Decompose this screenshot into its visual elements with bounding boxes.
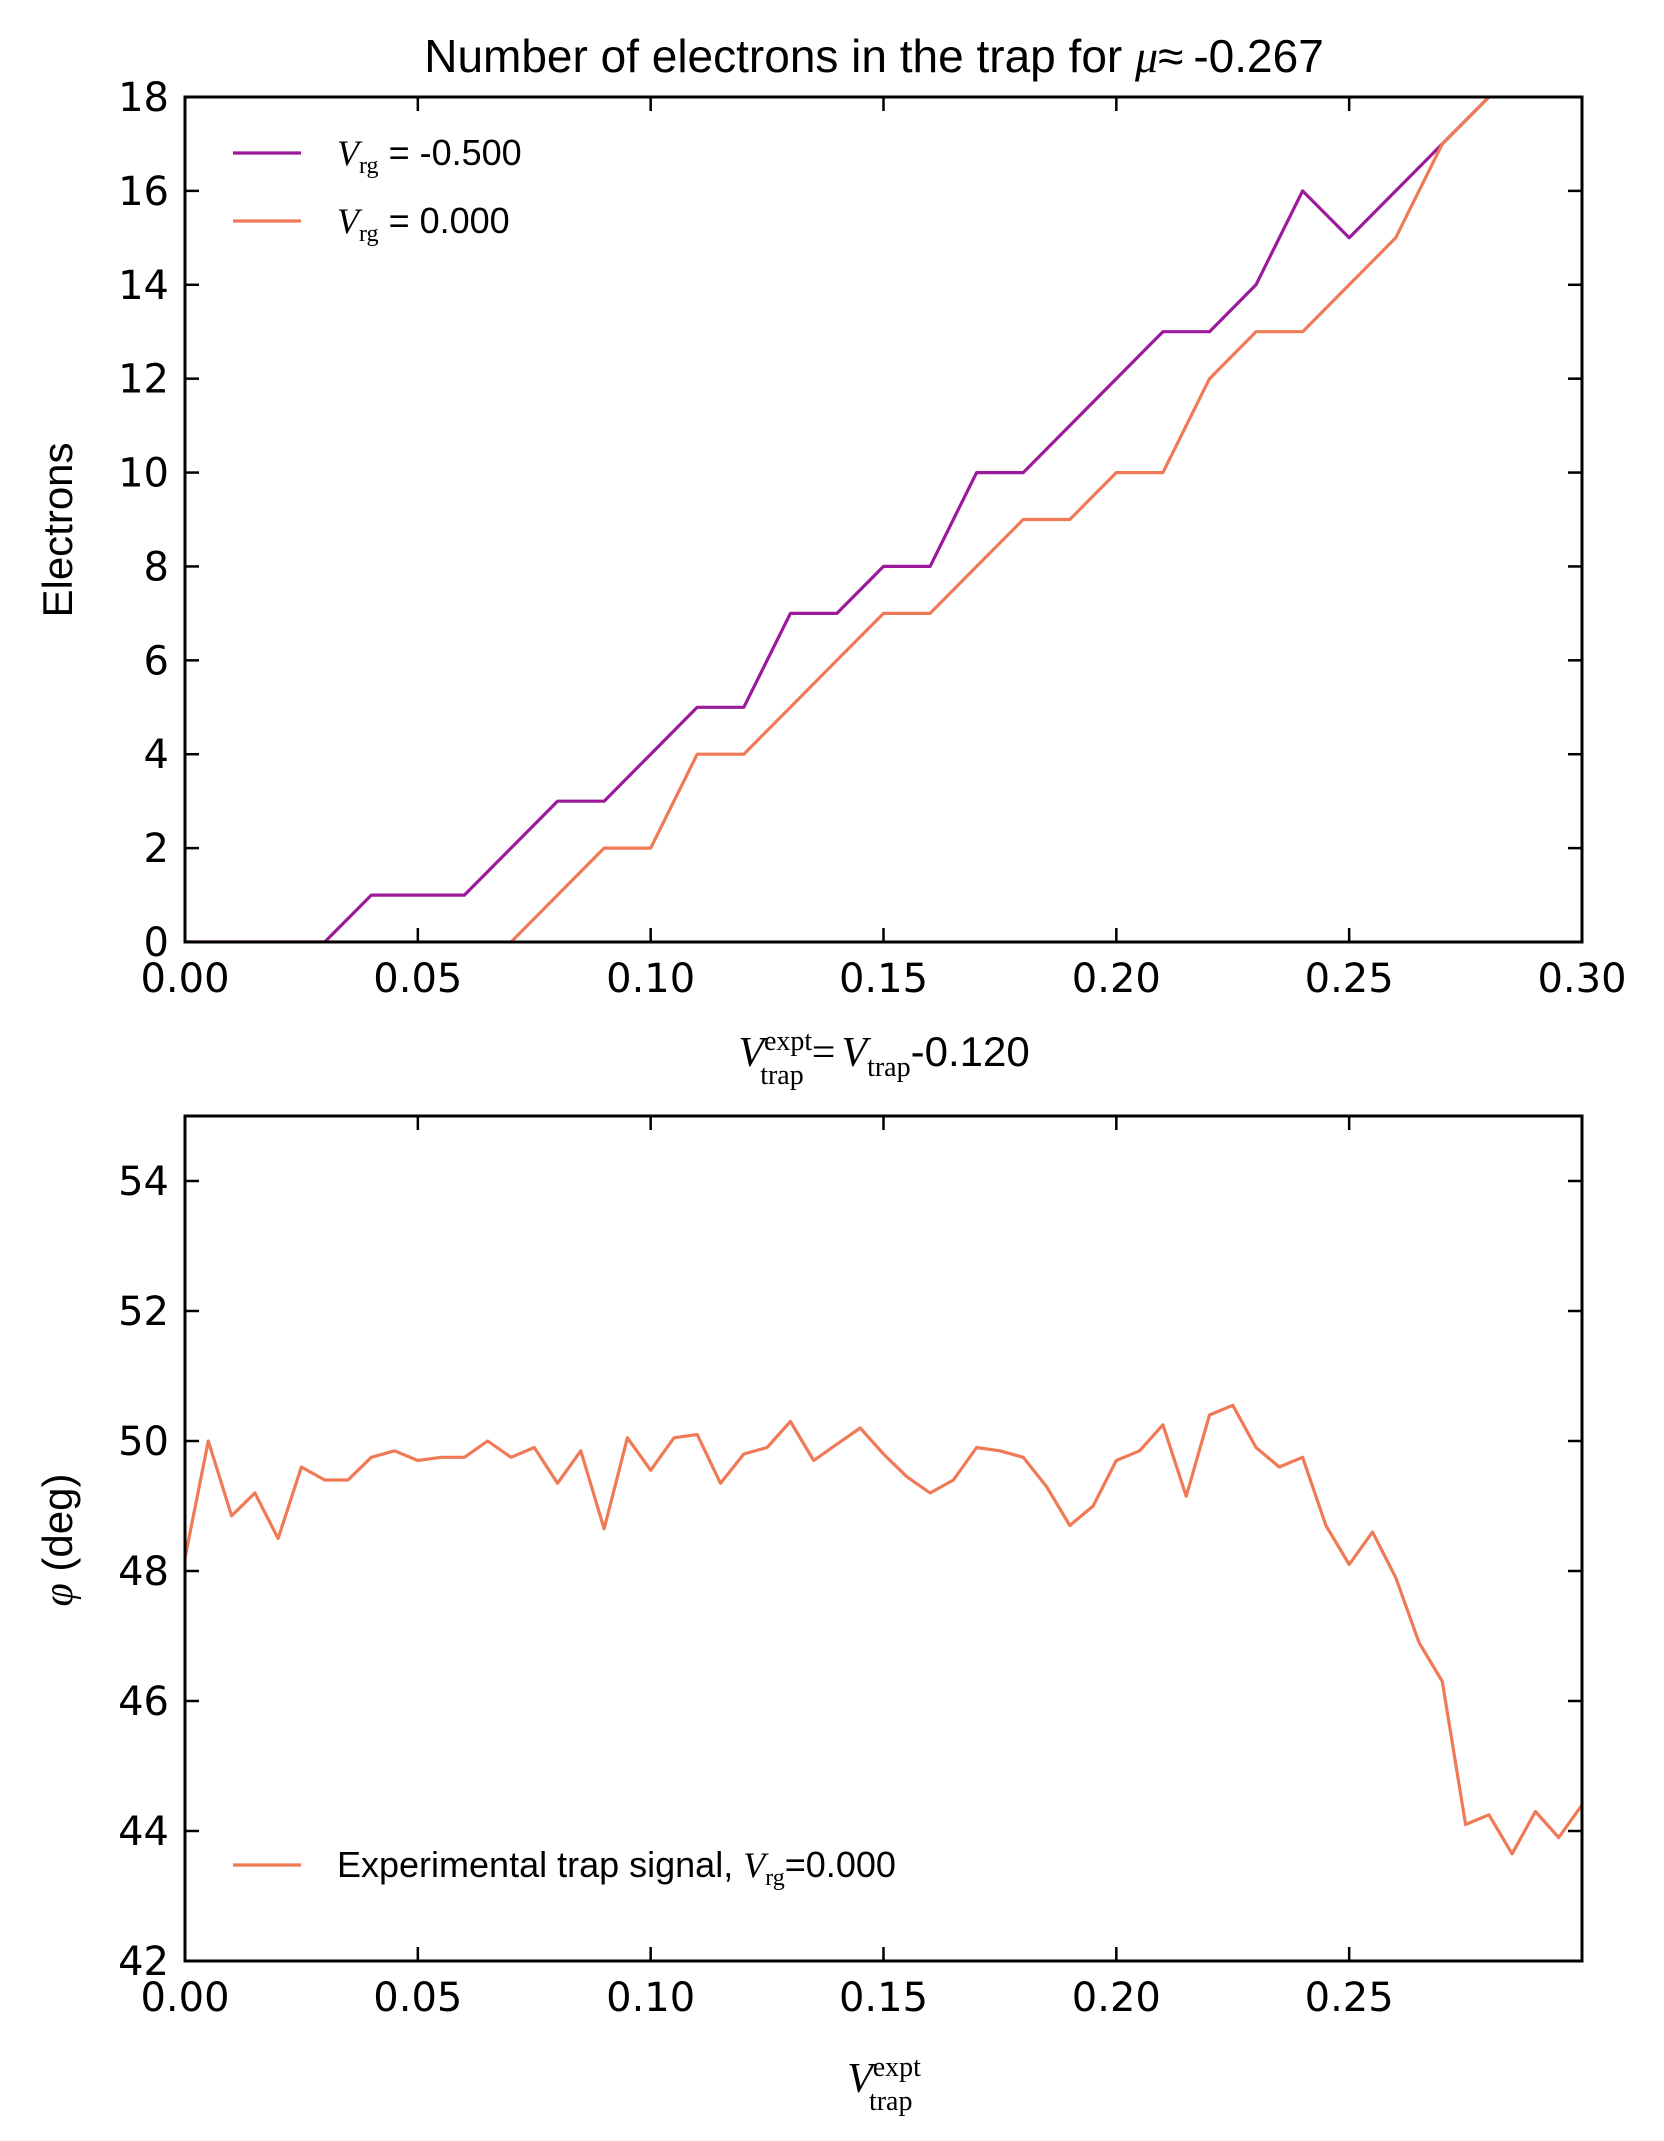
y-tick-label: 0	[144, 920, 169, 966]
x-tick-label: 0.00	[140, 956, 229, 1002]
y-tick-label: 4	[144, 732, 169, 778]
x-tick-label: 0.00	[140, 1975, 229, 2021]
x-tick-label: 0.10	[606, 956, 695, 1002]
x-tick-label: 0.30	[1537, 956, 1626, 1002]
x-tick-label: 0.20	[1072, 956, 1161, 1002]
y-tick-label: 16	[118, 169, 169, 215]
chart-title: Number of electrons in the trap for μ≈ -0…	[424, 30, 1324, 82]
y-tick-label: 6	[144, 638, 169, 684]
y-tick-label: 48	[118, 1549, 169, 1595]
x-tick-label: 0.10	[606, 1975, 695, 2021]
y-tick-label: 8	[144, 544, 169, 590]
x-tick-label: 0.20	[1072, 1975, 1161, 2021]
electrons-chart: Number of electrons in the trap for μ≈ -0…	[34, 30, 1627, 1091]
y-tick-label: 54	[118, 1159, 169, 1205]
y-tick-label: 52	[118, 1289, 169, 1335]
y-tick-label: 12	[118, 357, 169, 403]
y-tick-label: 18	[118, 75, 169, 121]
x-tick-label: 0.25	[1305, 956, 1394, 1002]
x-axis-label: Vexpt trap = Vtrap-0.120	[738, 1026, 1029, 1091]
x-axis-label: Vexpt trap	[847, 2052, 921, 2117]
y-tick-label: 44	[118, 1809, 169, 1855]
y-tick-label: 2	[144, 826, 169, 872]
x-tick-label: 0.15	[839, 1975, 928, 2021]
y-axis-label: φ (deg)	[34, 1474, 82, 1607]
x-tick-label: 0.15	[839, 956, 928, 1002]
x-tick-label: 0.25	[1305, 1975, 1394, 2021]
y-tick-label: 42	[118, 1939, 169, 1985]
phase-chart: 0.00 0.05 0.10 0.15 0.20 0.25 42 44 46 48 50 52 54 E…	[34, 1114, 1584, 2117]
y-tick-label: 50	[118, 1419, 169, 1465]
legend-label-0: Experimental trap signal, Vrg=0.000	[337, 1844, 896, 1891]
plot-frame	[183, 1114, 1584, 1963]
x-tick-label: 0.05	[373, 1975, 462, 2021]
y-tick-label: 14	[118, 263, 169, 309]
series-line-0	[185, 97, 1491, 942]
legend-label-1: Vrg = 0.000	[337, 200, 510, 247]
y-tick-label: 10	[118, 451, 169, 497]
y-axis-label: Electrons	[34, 442, 81, 617]
legend-label-0: Vrg = -0.500	[337, 132, 522, 179]
series-line-0	[185, 1403, 1582, 1856]
y-tick-label: 46	[118, 1679, 169, 1725]
series-line-1	[185, 97, 1491, 942]
x-tick-label: 0.05	[373, 956, 462, 1002]
